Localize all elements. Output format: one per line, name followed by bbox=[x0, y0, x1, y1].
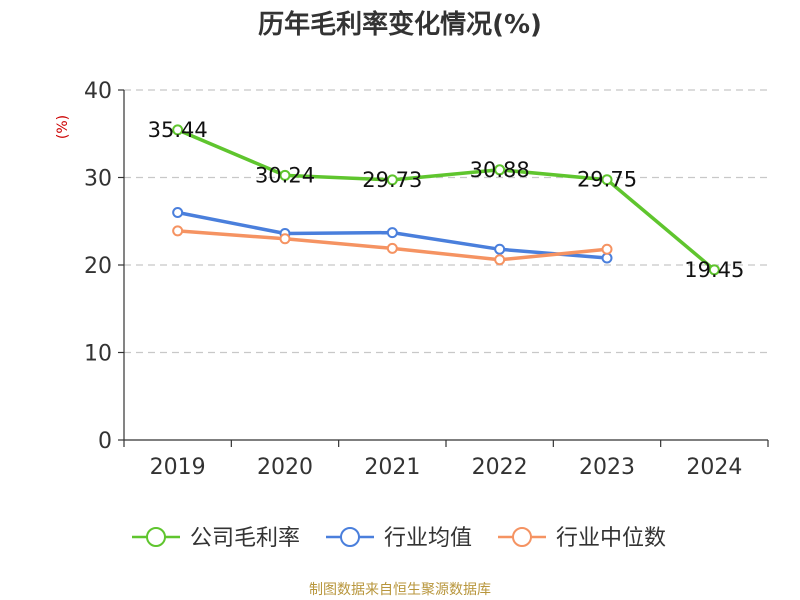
x-tick-label-2021: 2021 bbox=[364, 455, 420, 480]
series-1-point-2019 bbox=[172, 207, 184, 218]
series-1-point-2021 bbox=[386, 227, 398, 239]
data-label-2020: 30.24 bbox=[255, 163, 315, 187]
series-2-point-2021 bbox=[386, 242, 398, 254]
y-tick-labels: 0 10 20 30 40 bbox=[84, 79, 112, 454]
source-note: 制图数据来自恒生聚源数据库 bbox=[309, 582, 491, 598]
data-label-2023: 29.75 bbox=[577, 168, 637, 192]
data-label-2022: 30.88 bbox=[470, 158, 530, 182]
series-2-point-2022 bbox=[494, 254, 506, 266]
series-0-point-2019 bbox=[172, 124, 184, 136]
x-tick-label-2019: 2019 bbox=[150, 455, 206, 480]
x-tick-label-2022: 2022 bbox=[472, 455, 528, 480]
legend-marker-0 bbox=[146, 527, 166, 547]
series-0-point-2020 bbox=[279, 169, 291, 181]
data-label-2024: 19.45 bbox=[684, 258, 744, 282]
y-tick-label-30: 30 bbox=[84, 167, 112, 192]
series-0-point-2024 bbox=[708, 264, 720, 276]
series-0-point-2023 bbox=[601, 174, 613, 186]
legend-label-0: 公司毛利率 bbox=[190, 526, 300, 551]
x-tick-label-2023: 2023 bbox=[579, 455, 635, 480]
data-label-2021: 29.73 bbox=[362, 168, 422, 192]
y-tick-label-20: 20 bbox=[84, 254, 112, 279]
y-tick-label-40: 40 bbox=[84, 79, 112, 104]
legend-label-2: 行业中位数 bbox=[556, 526, 666, 551]
chart-title: 历年毛利率变化情况(%) bbox=[258, 9, 542, 40]
legend-marker-1 bbox=[340, 527, 360, 547]
x-tick-label-2020: 2020 bbox=[257, 455, 313, 480]
series-0-point-2022 bbox=[494, 164, 506, 176]
y-tick-label-10: 10 bbox=[84, 342, 112, 367]
y-tick-label-0: 0 bbox=[98, 429, 112, 454]
y-axis-unit: (%) bbox=[55, 115, 71, 139]
series-1-point-2022 bbox=[494, 243, 506, 255]
data-label-2019: 35.44 bbox=[148, 118, 208, 142]
series-line-0 bbox=[175, 128, 717, 272]
legend-marker-2 bbox=[512, 527, 532, 547]
series-lines bbox=[172, 124, 720, 276]
legend: 公司毛利率 行业均值 行业中位数 bbox=[132, 526, 666, 551]
data-labels: 35.44 30.24 29.73 30.88 29.75 19.45 bbox=[148, 118, 745, 282]
legend-label-1: 行业均值 bbox=[384, 526, 472, 551]
series-0-point-2021 bbox=[386, 174, 398, 186]
x-tick-labels: 2019 2020 2021 2022 2023 2024 bbox=[150, 455, 743, 480]
x-tick-label-2024: 2024 bbox=[686, 455, 742, 480]
series-1-point-2023 bbox=[601, 252, 613, 264]
axes bbox=[118, 89, 769, 447]
series-2-point-2019 bbox=[172, 225, 184, 237]
series-2-point-2023 bbox=[601, 243, 613, 255]
series-2-point-2020 bbox=[279, 233, 291, 245]
